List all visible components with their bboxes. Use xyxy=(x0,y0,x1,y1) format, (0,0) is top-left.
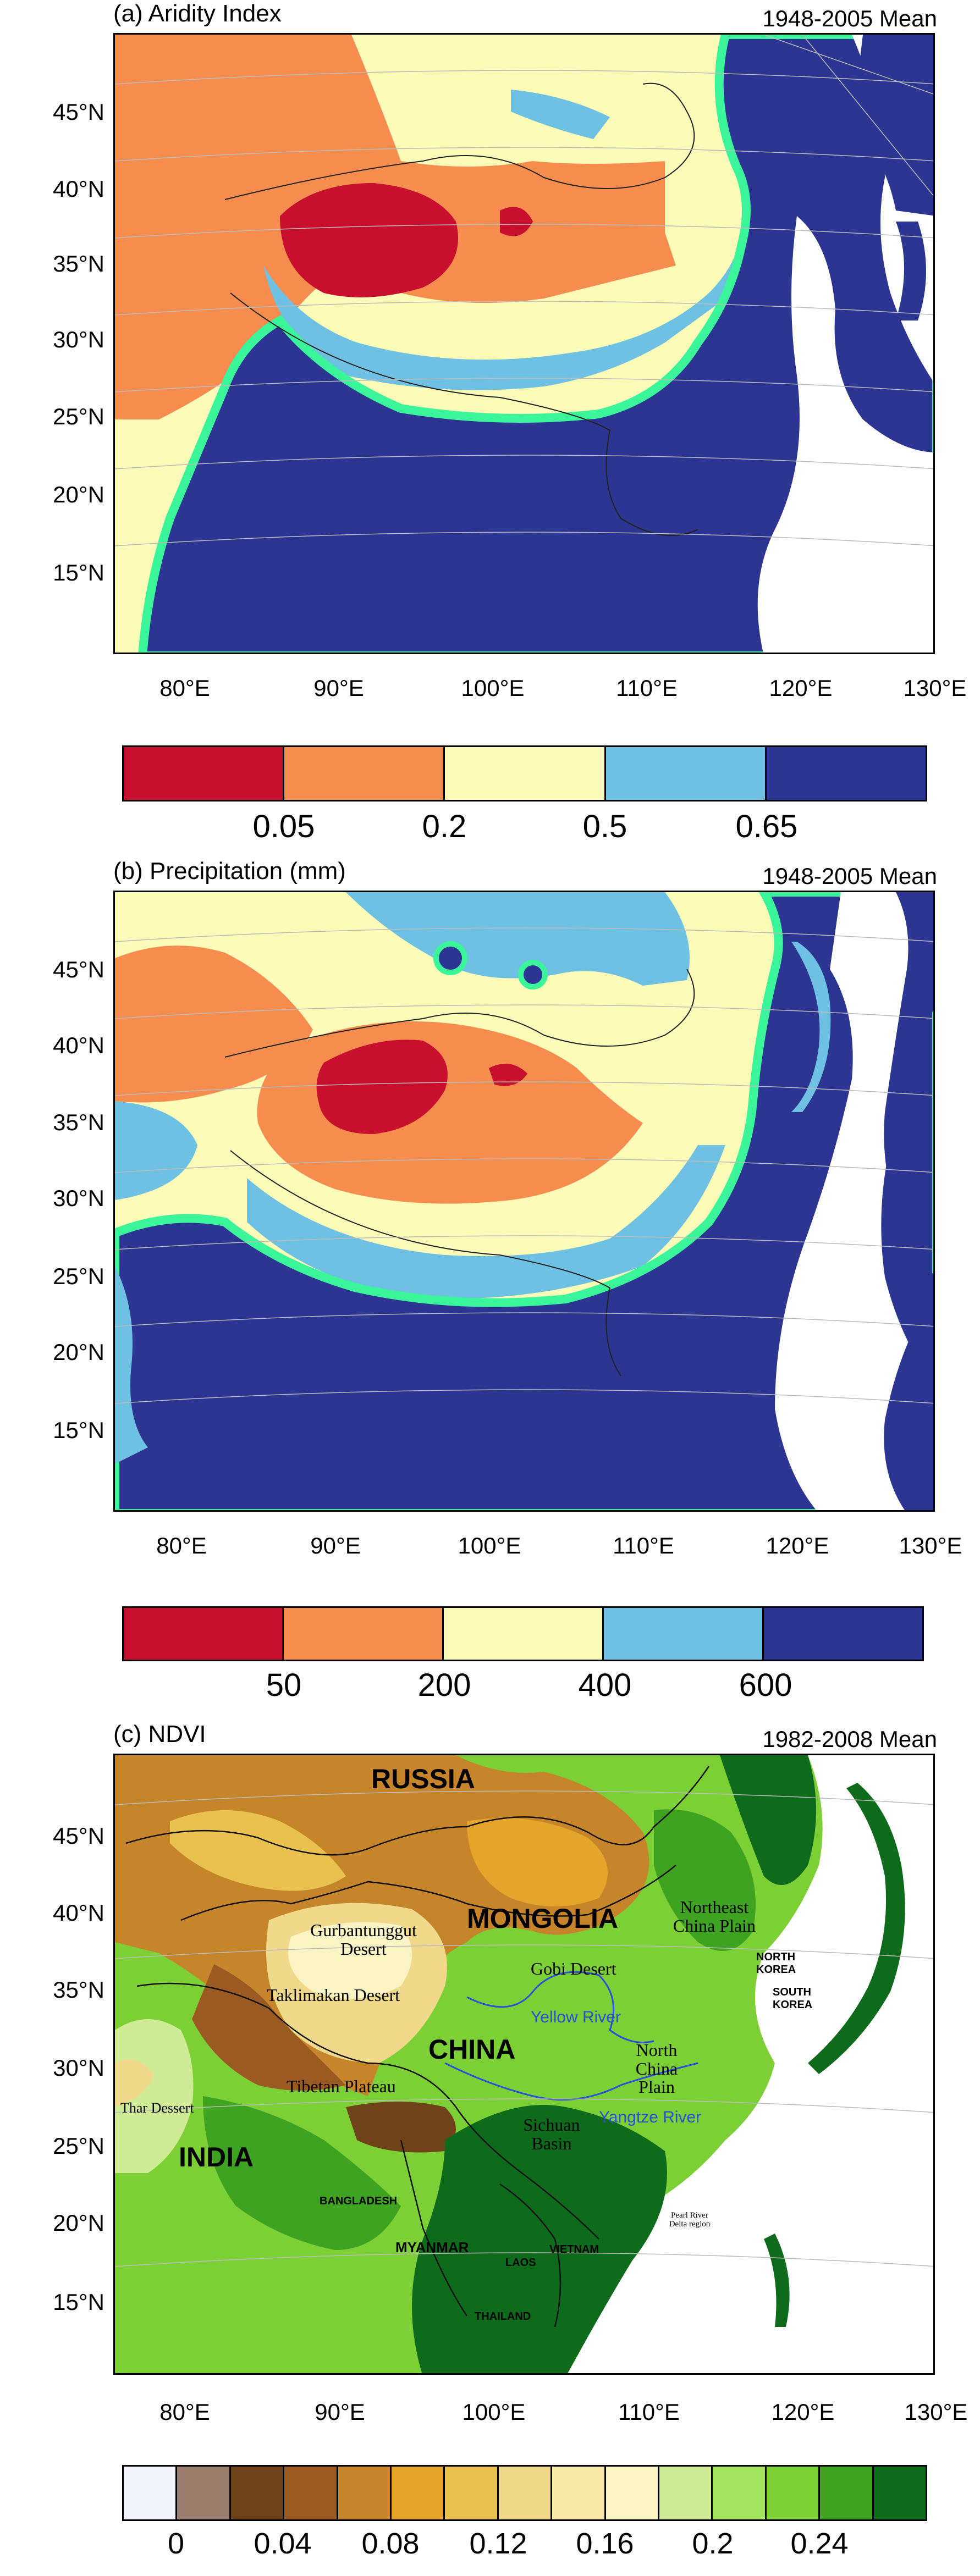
panel-a-lat-label: 35°N xyxy=(53,251,104,277)
panel-a-lon-label: 90°E xyxy=(313,675,364,701)
panel-b-lat-label: 45°N xyxy=(53,957,104,982)
map-b-canvas xyxy=(115,892,933,1510)
panel-c-colorbar-label: 0.2 xyxy=(692,2527,734,2560)
label-mongolia: MONGOLIA xyxy=(467,1903,618,1934)
panel-c-lat-label: 40°N xyxy=(53,1900,104,1926)
label-tibetan-plateau: Tibetan Plateau xyxy=(287,2076,396,2096)
panel-aridity-index: (a) Aridity Index 1948-2005 Mean xyxy=(0,0,980,844)
panel-a-lat-label: 20°N xyxy=(53,482,104,507)
panel-b-colorbar-label: 600 xyxy=(739,1667,792,1703)
label-china: CHINA xyxy=(428,2034,516,2065)
label-taklimakan-desert: Taklimakan Desert xyxy=(267,1985,400,2005)
panel-a-colorbar-label: 0.05 xyxy=(252,809,315,844)
panel-precipitation: (b) Precipitation (mm) 1948-2005 Mean xyxy=(0,858,980,1715)
panel-a-colorbar-label: 0.2 xyxy=(422,809,467,844)
panel-c-lat-label: 25°N xyxy=(53,2133,104,2159)
panel-a-colorbar-label: 0.65 xyxy=(735,809,798,844)
panel-b-lon-label: 100°E xyxy=(458,1533,521,1558)
panel-b-lon-label: 130°E xyxy=(899,1533,962,1558)
label-thar-desert: Thar Dessert xyxy=(120,2100,194,2116)
panel-c-colorbar-label: 0 xyxy=(167,2527,185,2560)
panel-a-lon-label: 100°E xyxy=(461,675,525,701)
panel-c-lat-label: 15°N xyxy=(53,2289,104,2315)
panel-c-colorbar-label: 0.16 xyxy=(576,2527,634,2560)
label-south-korea: SOUTH KOREA xyxy=(773,1986,813,2011)
panel-c-lon-label: 120°E xyxy=(771,2399,835,2425)
panel-a-lon-label: 130°E xyxy=(903,675,967,701)
panel-c-period: 1982-2008 Mean xyxy=(762,1726,937,1752)
panel-b-colorbar-label: 200 xyxy=(417,1667,471,1703)
map-a xyxy=(113,33,935,654)
panel-b-colorbar-label: 50 xyxy=(266,1667,302,1703)
panel-a-lon-label: 80°E xyxy=(159,675,210,701)
panel-b-lon-label: 120°E xyxy=(766,1533,829,1558)
label-vietnam: VIETNAM xyxy=(549,2243,599,2256)
panel-c-lon-label: 110°E xyxy=(618,2399,680,2425)
panel-a-title: (a) Aridity Index xyxy=(113,0,282,27)
label-india: INDIA xyxy=(179,2142,254,2173)
panel-b-lat-label: 30°N xyxy=(53,1185,104,1211)
label-pearl-river-delta: Pearl River Delta region xyxy=(669,2211,711,2229)
panel-b-lon-label: 80°E xyxy=(156,1533,207,1558)
label-north-korea: NORTH KOREA xyxy=(756,1951,796,1976)
label-bangladesh: BANGLADESH xyxy=(320,2195,398,2207)
label-myanmar: MYANMAR xyxy=(395,2239,469,2256)
label-sichuan-basin: Sichuan Basin xyxy=(523,2115,580,2153)
panel-b-lon-label: 90°E xyxy=(310,1533,361,1558)
panel-a-lon-label: 110°E xyxy=(616,675,678,701)
panel-c-lat-label: 30°N xyxy=(53,2055,104,2081)
label-gobi-desert: Gobi Desert xyxy=(531,1959,616,1978)
panel-c-lon-label: 100°E xyxy=(462,2399,526,2425)
map-a-canvas xyxy=(115,35,933,653)
panel-b-lat-label: 40°N xyxy=(53,1032,104,1058)
panel-c-lon-label: 90°E xyxy=(315,2399,365,2425)
label-yangtze-river: Yangtze River xyxy=(599,2108,702,2126)
panel-a-colorbar-label: 0.5 xyxy=(582,809,627,844)
panel-c-colorbar-label: 0.08 xyxy=(361,2527,420,2560)
panel-c-colorbar-label: 0.24 xyxy=(790,2527,849,2560)
panel-c-lat-label: 45°N xyxy=(53,1823,104,1849)
panel-a-lat-label: 40°N xyxy=(53,176,104,202)
panel-c-colorbar xyxy=(122,2465,927,2521)
label-yellow-river: Yellow River xyxy=(531,2008,621,2026)
map-c-canvas xyxy=(115,1755,933,2373)
panel-c-lat-label: 20°N xyxy=(53,2210,104,2236)
panel-ndvi: (c) NDVI 1982-2008 Mean xyxy=(0,1721,980,2576)
label-thailand: THAILAND xyxy=(475,2310,531,2323)
panel-b-lat-label: 35°N xyxy=(53,1109,104,1135)
map-b xyxy=(113,891,935,1512)
panel-a-lat-label: 30°N xyxy=(53,327,104,352)
label-northeast-china-plain: Northeast China Plain xyxy=(673,1897,756,1936)
panel-a-lon-label: 120°E xyxy=(769,675,833,701)
panel-a-lat-label: 15°N xyxy=(53,560,104,585)
panel-c-lon-label: 130°E xyxy=(904,2399,968,2425)
panel-b-lat-label: 25°N xyxy=(53,1263,104,1289)
panel-b-lon-label: 110°E xyxy=(613,1533,674,1558)
panel-b-title: (b) Precipitation (mm) xyxy=(113,858,346,885)
panel-a-lat-label: 45°N xyxy=(53,99,104,125)
panel-c-lon-label: 80°E xyxy=(159,2399,210,2425)
panel-b-period: 1948-2005 Mean xyxy=(762,863,937,889)
panel-c-title: (c) NDVI xyxy=(113,1721,206,1748)
panel-b-lat-label: 20°N xyxy=(53,1339,104,1365)
label-north-china-plain: North China Plain xyxy=(635,2040,678,2097)
panel-a-colorbar xyxy=(122,745,927,801)
label-laos: LAOS xyxy=(505,2257,536,2269)
panel-a-period: 1948-2005 Mean xyxy=(762,5,937,31)
label-russia: RUSSIA xyxy=(371,1764,475,1794)
panel-c-lat-label: 35°N xyxy=(53,1977,104,2003)
map-c: RUSSIA MONGOLIA CHINA INDIA Gurbantunggu… xyxy=(113,1754,935,2375)
panel-c-colorbar-label: 0.04 xyxy=(254,2527,312,2560)
panel-b-colorbar-label: 400 xyxy=(578,1667,632,1703)
panel-c-colorbar-label: 0.12 xyxy=(469,2527,527,2560)
panel-b-lat-label: 15°N xyxy=(53,1417,104,1443)
panel-a-lat-label: 25°N xyxy=(53,403,104,429)
panel-b-colorbar xyxy=(122,1606,924,1661)
label-gurbantunggut-desert: Gurbantunggut Desert xyxy=(310,1920,417,1959)
